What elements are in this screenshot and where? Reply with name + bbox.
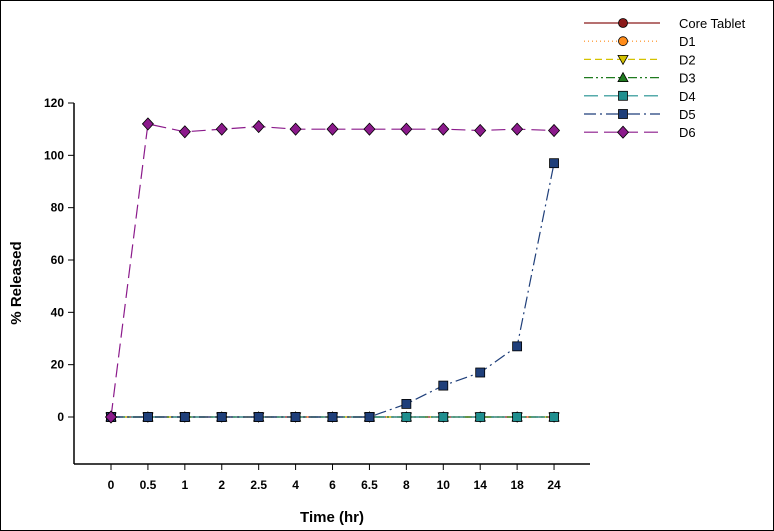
series-markers bbox=[104, 117, 561, 424]
data-point bbox=[289, 122, 302, 136]
x-tick-label: 8 bbox=[403, 478, 410, 492]
legend-marker bbox=[616, 125, 630, 139]
y-tick-label: 0 bbox=[57, 410, 64, 424]
y-tick-label: 60 bbox=[51, 253, 65, 267]
data-point bbox=[547, 123, 561, 138]
y-axis-label: % Released bbox=[8, 241, 25, 324]
data-point bbox=[475, 367, 486, 378]
y-axis-ticks: 0 20 40 60 80 100 120 bbox=[44, 96, 74, 424]
data-point bbox=[400, 122, 413, 136]
x-tick-label: 1 bbox=[181, 478, 188, 492]
x-axis-ticks: 0 0.5 1 2 2.5 4 6 6.5 8 10 14 18 24 bbox=[108, 464, 561, 492]
data-point bbox=[326, 122, 339, 136]
series-line-d5 bbox=[111, 163, 555, 418]
x-tick-label: 4 bbox=[292, 478, 299, 492]
legend-label: D3 bbox=[679, 71, 696, 86]
data-point bbox=[179, 412, 190, 422]
data-point bbox=[141, 117, 154, 131]
data-point bbox=[363, 122, 376, 136]
data-point bbox=[327, 412, 338, 422]
series-points-d5 bbox=[106, 158, 559, 422]
legend-label: D6 bbox=[679, 125, 696, 140]
legend-marker bbox=[618, 90, 628, 101]
x-tick-label: 0 bbox=[108, 478, 115, 492]
data-point bbox=[549, 412, 559, 422]
x-tick-label: 6 bbox=[329, 478, 336, 492]
y-tick-label: 120 bbox=[44, 96, 64, 110]
data-point bbox=[401, 412, 412, 422]
data-point bbox=[290, 412, 301, 422]
x-tick-label: 0.5 bbox=[140, 478, 157, 492]
data-point bbox=[512, 341, 523, 352]
y-tick-label: 100 bbox=[44, 148, 64, 162]
series-line-d6 bbox=[110, 123, 555, 418]
data-point bbox=[253, 412, 264, 422]
y-tick-label: 20 bbox=[51, 358, 65, 372]
legend-label: D2 bbox=[679, 52, 696, 67]
x-tick-label: 10 bbox=[437, 478, 451, 492]
legend-label: D4 bbox=[679, 89, 696, 104]
legend-marker bbox=[617, 55, 629, 66]
legend-marker bbox=[617, 71, 629, 82]
y-tick-label: 40 bbox=[51, 305, 65, 319]
x-axis-label: Time (hr) bbox=[300, 509, 364, 526]
data-point bbox=[216, 412, 227, 422]
data-point bbox=[475, 412, 486, 422]
legend-label: D5 bbox=[679, 107, 696, 122]
legend: Core Tablet D1 D2 D3 D4 D5 D6 bbox=[584, 16, 746, 140]
data-point bbox=[252, 119, 265, 134]
data-point bbox=[438, 412, 449, 422]
data-point bbox=[178, 125, 191, 139]
data-point bbox=[437, 122, 450, 136]
x-tick-label: 2.5 bbox=[250, 478, 267, 492]
x-tick-label: 14 bbox=[474, 478, 488, 492]
data-point bbox=[104, 410, 118, 424]
legend-marker bbox=[618, 18, 628, 28]
series-lines bbox=[110, 123, 555, 418]
legend-label: Core Tablet bbox=[679, 16, 746, 31]
data-point bbox=[511, 122, 524, 136]
x-tick-label: 2 bbox=[218, 478, 225, 492]
data-point bbox=[549, 158, 559, 169]
data-point bbox=[143, 412, 153, 422]
data-point bbox=[401, 399, 412, 409]
x-tick-label: 6.5 bbox=[361, 478, 378, 492]
legend-label: D1 bbox=[679, 34, 696, 49]
y-tick-label: 80 bbox=[51, 201, 65, 215]
data-point bbox=[512, 412, 523, 422]
legend-marker bbox=[618, 109, 628, 119]
axes bbox=[73, 103, 590, 465]
data-point bbox=[474, 123, 487, 138]
data-point bbox=[438, 380, 449, 391]
data-point bbox=[364, 412, 375, 422]
data-point bbox=[215, 122, 228, 136]
x-tick-label: 18 bbox=[510, 478, 524, 492]
x-tick-label: 24 bbox=[547, 478, 561, 492]
legend-marker bbox=[618, 36, 628, 47]
series-points-d6 bbox=[104, 117, 561, 424]
